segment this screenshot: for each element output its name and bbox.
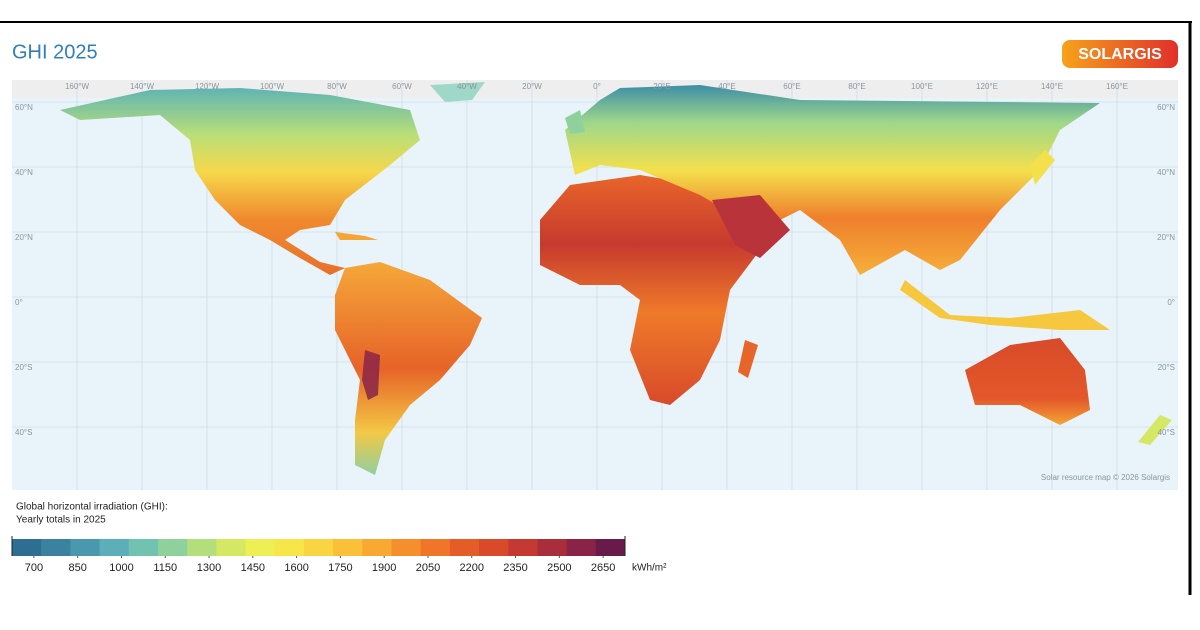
- legend-label: 1600: [284, 562, 308, 574]
- legend-label: 2050: [416, 562, 440, 574]
- new-zealand: [1138, 415, 1172, 445]
- legend-swatch: [333, 539, 363, 556]
- lon-label: 120°E: [976, 82, 998, 91]
- legend-swatch: [449, 539, 480, 556]
- legend-swatch: [12, 539, 42, 556]
- lat-label: 40°N: [15, 168, 33, 177]
- legend-label: 2650: [591, 562, 615, 574]
- legend-label: 1900: [372, 562, 396, 574]
- legend: 700 850 1000 1150 1300 1450 1600 1750 1900 2050 22…: [11, 536, 667, 574]
- legend-label: 1150: [153, 562, 177, 574]
- madagascar: [738, 340, 758, 378]
- legend-unit: kWh/m²: [632, 563, 667, 574]
- logo-badge: [1062, 40, 1178, 68]
- lon-label: 100°E: [911, 82, 933, 91]
- legend-label: 2200: [460, 562, 484, 574]
- legend-label: 1450: [241, 562, 265, 574]
- legend-swatch: [479, 539, 509, 556]
- greenland: [430, 82, 485, 102]
- legend-label: 850: [68, 562, 86, 574]
- lon-label: 60°W: [392, 82, 412, 91]
- legend-swatch: [128, 539, 159, 556]
- credit: Solar resource map © 2026 Solargis: [1041, 473, 1170, 482]
- lon-label: 20°E: [653, 82, 670, 91]
- lat-label: 20°S: [1158, 363, 1175, 372]
- legend-title: Yearly totals in 2025: [16, 515, 106, 526]
- legend-swatch: [362, 539, 392, 556]
- lon-label: 40°E: [718, 82, 735, 91]
- legend-swatch: [274, 539, 305, 556]
- legend-swatch: [187, 539, 217, 556]
- lon-label: 140°E: [1041, 82, 1063, 91]
- legend-label: 2500: [547, 562, 571, 574]
- legend-swatch: [245, 539, 276, 556]
- map: 160°W 140°W 120°W 100°W 80°W 60°W 40°W 20°W 0° 20…: [12, 80, 1178, 490]
- legend-swatch: [99, 539, 130, 556]
- lat-label: 40°S: [1158, 428, 1175, 437]
- legend-swatch: [391, 539, 422, 556]
- lon-label: 80°W: [327, 82, 347, 91]
- lat-label: 40°S: [15, 428, 32, 437]
- legend-label: 1300: [197, 562, 221, 574]
- legend-label: 1750: [328, 562, 352, 574]
- australia: [965, 338, 1090, 425]
- legend-label: 2350: [503, 562, 527, 574]
- lon-label: 40°W: [457, 82, 477, 91]
- north-america: [60, 88, 420, 275]
- title: GHI 2025: [12, 41, 98, 63]
- legend-swatch: [216, 539, 247, 556]
- legend-swatch: [157, 539, 188, 556]
- andes-high: [362, 350, 380, 400]
- lat-label: 20°N: [1157, 233, 1175, 242]
- legend-swatch: [595, 539, 626, 556]
- lat-label: 60°N: [15, 103, 33, 112]
- lon-label: 60°E: [783, 82, 800, 91]
- lon-label: 100°W: [260, 82, 285, 91]
- caribbean: [335, 232, 378, 240]
- arabia: [712, 195, 790, 258]
- lat-label: 60°N: [1157, 103, 1175, 112]
- legend-swatch: [508, 539, 538, 556]
- eurasia: [565, 85, 1100, 275]
- legend-label: 700: [25, 562, 43, 574]
- legend-swatch: [566, 539, 597, 556]
- legend-label: 1000: [109, 562, 133, 574]
- lat-label: 0°: [15, 298, 23, 307]
- graticule-labels: 160°W 140°W 120°W 100°W 80°W 60°W 40°W 20°W 0° 20…: [15, 82, 1175, 437]
- legend-title: Global horizontal irradiation (GHI):: [16, 502, 168, 513]
- south-america: [335, 262, 482, 475]
- legend-swatch: [420, 539, 451, 556]
- legend-swatch: [70, 539, 101, 556]
- africa: [540, 175, 760, 405]
- lon-label: 160°E: [1106, 82, 1128, 91]
- british-isles: [565, 110, 585, 134]
- legend-swatch: [303, 539, 334, 556]
- lat-label: 0°: [1167, 298, 1175, 307]
- indonesia: [900, 280, 1110, 330]
- legend-swatch: [537, 539, 568, 556]
- lon-label: 160°W: [65, 82, 90, 91]
- japan: [1030, 150, 1055, 185]
- lat-label: 20°N: [15, 233, 33, 242]
- legend-swatch: [41, 539, 71, 556]
- lon-label: 120°W: [195, 82, 220, 91]
- lat-label: 20°S: [15, 363, 32, 372]
- lon-label: 0°: [593, 82, 601, 91]
- lat-label: 40°N: [1157, 168, 1175, 177]
- lon-label: 80°E: [848, 82, 865, 91]
- lon-label: 140°W: [130, 82, 155, 91]
- lon-label: 20°W: [522, 82, 542, 91]
- logo: SOLARGIS: [1078, 46, 1162, 63]
